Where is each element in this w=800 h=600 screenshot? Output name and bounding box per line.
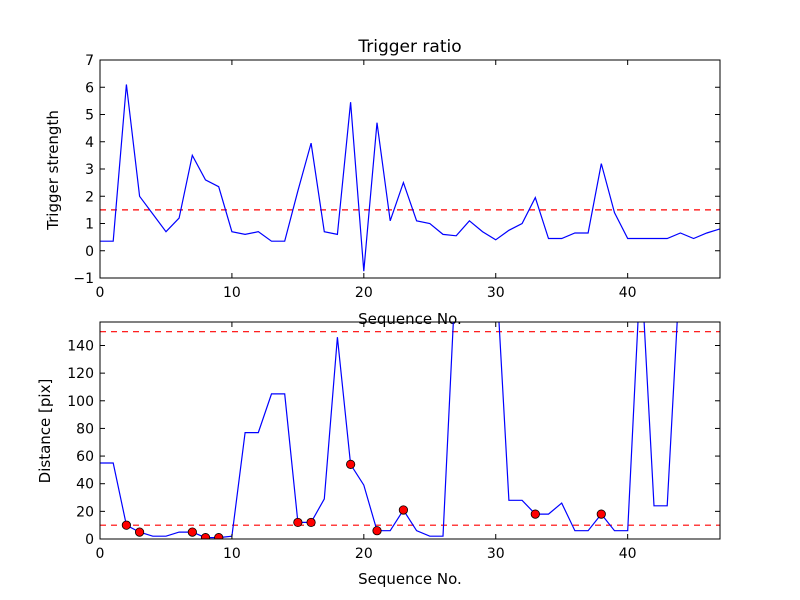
bottom-y-tick-label: 20 xyxy=(76,504,94,520)
bottom-y-tick-label: 140 xyxy=(67,338,94,354)
bottom-marker-point xyxy=(306,517,316,528)
bottom-axes-frame xyxy=(99,321,721,540)
bottom-marker-point xyxy=(134,527,145,537)
top-x-axis-label: Sequence No. xyxy=(358,310,462,328)
top-x-tick-label: 20 xyxy=(355,285,373,301)
bottom-marker-point xyxy=(530,509,540,519)
bottom-x-tick-label: 40 xyxy=(619,546,637,562)
bottom-x-tick-label: 10 xyxy=(223,546,241,562)
bottom-y-tick-label: 0 xyxy=(85,532,94,548)
bottom-marker-point xyxy=(293,517,303,528)
bottom-plot-area xyxy=(100,322,720,539)
bottom-x-axis-label: Sequence No. xyxy=(358,570,462,588)
top-series-line-0 xyxy=(100,84,720,272)
bottom-subplot: Sequence No. Distance [pix] 0 10 20 30 40 0 20… xyxy=(36,321,721,588)
bottom-marker-point xyxy=(214,533,224,539)
top-y-tick-label: 4 xyxy=(85,135,94,151)
top-y-tick-label: 6 xyxy=(85,80,94,96)
bottom-x-tick-label: 20 xyxy=(355,546,373,562)
top-y-tick-label: 5 xyxy=(85,108,94,124)
top-y-tick-label: 2 xyxy=(85,189,94,205)
top-y-tick-label: 1 xyxy=(85,217,94,233)
top-y-tick-label: −1 xyxy=(73,271,94,287)
bottom-marker-point xyxy=(200,533,211,539)
bottom-marker-point xyxy=(372,526,382,536)
bottom-y-axis-label: Distance [pix] xyxy=(36,379,54,484)
bottom-marker-point xyxy=(346,459,356,469)
bottom-y-tick-label: 120 xyxy=(67,366,94,382)
bottom-y-tick-label: 80 xyxy=(76,421,94,437)
top-y-tick-label: 7 xyxy=(85,53,94,69)
top-x-tick-label: 40 xyxy=(619,285,637,301)
bottom-x-tick-label: 30 xyxy=(487,546,505,562)
bottom-y-tick-label: 60 xyxy=(76,449,94,465)
top-subplot: Trigger ratio Sequence No. Trigger stren… xyxy=(44,37,721,328)
top-y-tick-label: 3 xyxy=(85,162,94,178)
bottom-marker-point xyxy=(121,520,131,530)
top-x-tick-label: 10 xyxy=(223,285,241,301)
bottom-marker-point xyxy=(596,509,606,519)
top-y-tick-label: 0 xyxy=(85,244,94,260)
bottom-y-tick-label: 100 xyxy=(67,394,94,410)
bottom-marker-point xyxy=(398,505,409,515)
bottom-y-tick-label: 40 xyxy=(76,477,94,493)
top-x-tick-label: 0 xyxy=(96,285,105,301)
top-plot-area xyxy=(100,84,720,272)
bottom-marker-point xyxy=(187,527,197,537)
top-y-axis-label: Trigger strength xyxy=(44,110,62,231)
top-x-tick-label: 30 xyxy=(487,285,505,301)
top-chart-title: Trigger ratio xyxy=(357,37,461,57)
bottom-x-tick-label: 0 xyxy=(96,546,105,562)
